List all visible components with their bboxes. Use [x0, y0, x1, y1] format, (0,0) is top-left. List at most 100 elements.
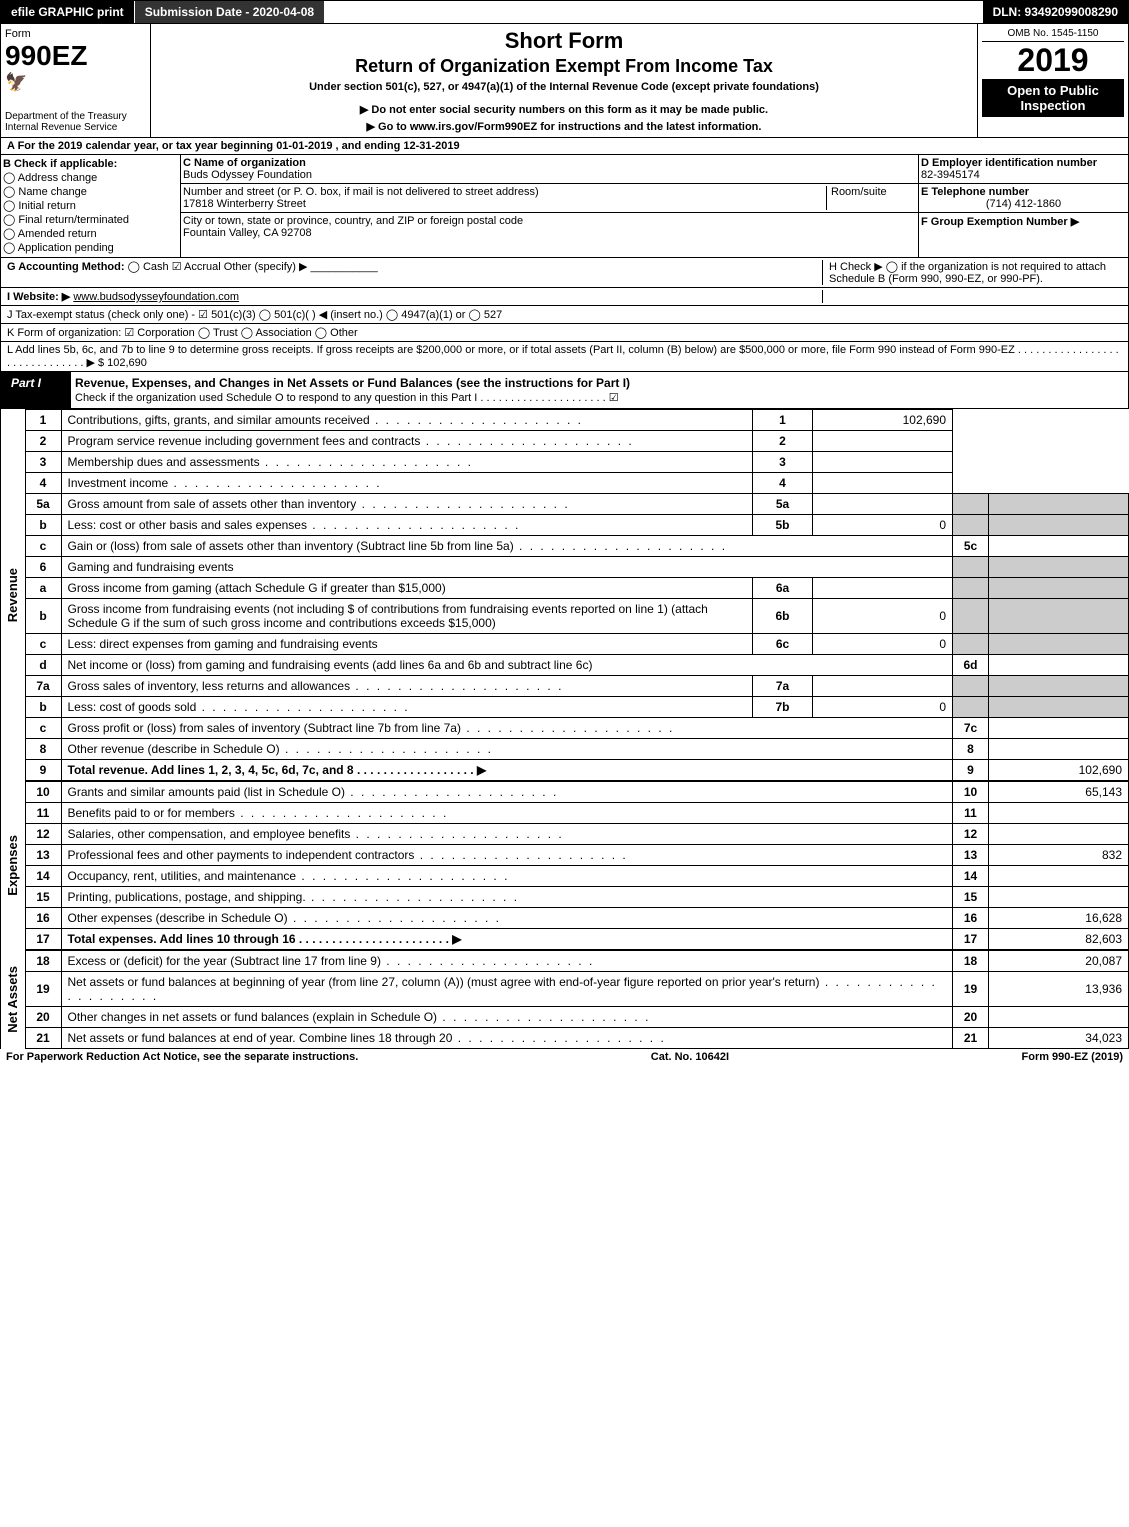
- netassets-table: 18Excess or (deficit) for the year (Subt…: [25, 950, 1129, 1049]
- period-line: A For the 2019 calendar year, or tax yea…: [0, 138, 1129, 155]
- org-name-row: C Name of organization Buds Odyssey Foun…: [181, 155, 918, 184]
- form-number: 990EZ: [5, 40, 146, 72]
- part-1-header: Part I Revenue, Expenses, and Changes in…: [0, 372, 1129, 409]
- netassets-section: Net Assets 18Excess or (deficit) for the…: [0, 950, 1129, 1049]
- org-name: Buds Odyssey Foundation: [183, 169, 312, 181]
- goto-link[interactable]: ▶ Go to www.irs.gov/Form990EZ for instru…: [155, 120, 973, 133]
- treasury-seal-icon: 🦅: [5, 72, 146, 93]
- ein-label: D Employer identification number: [921, 157, 1097, 169]
- line-7c: cGross profit or (loss) from sales of in…: [25, 718, 1129, 739]
- row-g-h: G Accounting Method: Cash Accrual Other …: [0, 258, 1129, 288]
- row-i: I Website: ▶ www.budsodysseyfoundation.c…: [0, 288, 1129, 306]
- title-short: Short Form: [155, 28, 973, 54]
- tax-year: 2019: [982, 42, 1124, 79]
- ein-value: 82-3945174: [921, 169, 980, 181]
- line-5b: bLess: cost or other basis and sales exp…: [25, 515, 1129, 536]
- line-17: 17Total expenses. Add lines 10 through 1…: [25, 929, 1129, 950]
- expenses-tab: Expenses: [1, 781, 25, 950]
- efile-print-button[interactable]: efile GRAPHIC print: [1, 1, 135, 23]
- expenses-section: Expenses 10Grants and similar amounts pa…: [0, 781, 1129, 950]
- netassets-tab: Net Assets: [1, 950, 25, 1049]
- revenue-table: 1Contributions, gifts, grants, and simil…: [25, 409, 1129, 781]
- line-6c: cLess: direct expenses from gaming and f…: [25, 634, 1129, 655]
- revenue-section: Revenue 1Contributions, gifts, grants, a…: [0, 409, 1129, 781]
- group-row: F Group Exemption Number ▶: [919, 213, 1128, 230]
- box-b: B Check if applicable: Address change Na…: [1, 155, 181, 257]
- website-link[interactable]: www.budsodysseyfoundation.com: [73, 291, 239, 303]
- chk-cash[interactable]: Cash: [128, 261, 169, 273]
- line-6: 6Gaming and fundraising events: [25, 557, 1129, 578]
- line-15: 15Printing, publications, postage, and s…: [25, 887, 1129, 908]
- line-18: 18Excess or (deficit) for the year (Subt…: [25, 951, 1129, 972]
- website-label: I Website: ▶: [7, 291, 70, 303]
- org-city-row: City or town, state or province, country…: [181, 213, 918, 241]
- line-1: 1Contributions, gifts, grants, and simil…: [25, 410, 1129, 431]
- cat-no: Cat. No. 10642I: [651, 1051, 729, 1063]
- spacer: [324, 1, 982, 23]
- period-text: A For the 2019 calendar year, or tax yea…: [7, 140, 460, 152]
- chk-name-change[interactable]: Name change: [3, 185, 178, 198]
- line-5c: cGain or (loss) from sale of assets othe…: [25, 536, 1129, 557]
- line-7b: bLess: cost of goods sold7b0: [25, 697, 1129, 718]
- chk-application-pending[interactable]: Application pending: [3, 241, 178, 254]
- title-under: Under section 501(c), 527, or 4947(a)(1)…: [155, 81, 973, 93]
- line-6a: aGross income from gaming (attach Schedu…: [25, 578, 1129, 599]
- room-suite: Room/suite: [826, 186, 916, 210]
- line-6b: bGross income from fundraising events (n…: [25, 599, 1129, 634]
- dept-treasury: Department of the Treasury: [5, 111, 146, 122]
- line-14: 14Occupancy, rent, utilities, and mainte…: [25, 866, 1129, 887]
- submission-date: Submission Date - 2020-04-08: [135, 1, 324, 23]
- part-1-title: Revenue, Expenses, and Changes in Net As…: [71, 372, 1128, 408]
- right-cell: OMB No. 1545-1150 2019 Open to Public In…: [978, 24, 1128, 137]
- top-bar: efile GRAPHIC print Submission Date - 20…: [0, 0, 1129, 24]
- line-19: 19Net assets or fund balances at beginni…: [25, 972, 1129, 1007]
- phone-value: (714) 412-1860: [921, 198, 1126, 210]
- line-20: 20Other changes in net assets or fund ba…: [25, 1007, 1129, 1028]
- box-c: C Name of organization Buds Odyssey Foun…: [181, 155, 918, 257]
- row-g: G Accounting Method: Cash Accrual Other …: [7, 260, 822, 285]
- box-d: D Employer identification number 82-3945…: [918, 155, 1128, 257]
- row-j: J Tax-exempt status (check only one) - ☑…: [0, 306, 1129, 324]
- line-7a: 7aGross sales of inventory, less returns…: [25, 676, 1129, 697]
- org-address: 17818 Winterberry Street: [183, 198, 306, 210]
- org-address-row: Number and street (or P. O. box, if mail…: [181, 184, 918, 213]
- part-1-subtitle: Check if the organization used Schedule …: [75, 392, 619, 404]
- line-8: 8Other revenue (describe in Schedule O)8: [25, 739, 1129, 760]
- title-main: Return of Organization Exempt From Incom…: [155, 56, 973, 77]
- line-10: 10Grants and similar amounts paid (list …: [25, 782, 1129, 803]
- chk-amended-return[interactable]: Amended return: [3, 227, 178, 240]
- dept-irs: Internal Revenue Service: [5, 122, 146, 133]
- phone-row: E Telephone number (714) 412-1860: [919, 184, 1128, 213]
- line-3: 3Membership dues and assessments3: [25, 452, 1129, 473]
- group-label: F Group Exemption Number ▶: [921, 216, 1079, 228]
- dln: DLN: 93492099008290: [983, 1, 1128, 23]
- line-11: 11Benefits paid to or for members11: [25, 803, 1129, 824]
- org-name-label: C Name of organization: [183, 157, 306, 169]
- line-12: 12Salaries, other compensation, and empl…: [25, 824, 1129, 845]
- line-4: 4Investment income4: [25, 473, 1129, 494]
- ssn-note: ▶ Do not enter social security numbers o…: [155, 103, 973, 116]
- line-2: 2Program service revenue including gover…: [25, 431, 1129, 452]
- chk-final-return[interactable]: Final return/terminated: [3, 213, 178, 226]
- paperwork-notice: For Paperwork Reduction Act Notice, see …: [6, 1051, 358, 1063]
- chk-accrual[interactable]: Accrual: [172, 261, 221, 273]
- form-header: Form 990EZ 🦅 Department of the Treasury …: [0, 24, 1129, 138]
- open-public: Open to Public Inspection: [982, 79, 1124, 117]
- title-cell: Short Form Return of Organization Exempt…: [151, 24, 978, 137]
- addr-label: Number and street (or P. O. box, if mail…: [183, 186, 539, 198]
- ein-row: D Employer identification number 82-3945…: [919, 155, 1128, 184]
- row-k: K Form of organization: ☑ Corporation ◯ …: [0, 324, 1129, 342]
- org-city: Fountain Valley, CA 92708: [183, 227, 312, 239]
- part-1-label: Part I: [1, 372, 71, 408]
- form-cell: Form 990EZ 🦅 Department of the Treasury …: [1, 24, 151, 137]
- line-9: 9Total revenue. Add lines 1, 2, 3, 4, 5c…: [25, 760, 1129, 781]
- org-info-block: B Check if applicable: Address change Na…: [0, 155, 1129, 258]
- form-label: Form: [5, 28, 146, 40]
- omb-number: OMB No. 1545-1150: [982, 28, 1124, 42]
- chk-initial-return[interactable]: Initial return: [3, 199, 178, 212]
- chk-address-change[interactable]: Address change: [3, 171, 178, 184]
- line-21: 21Net assets or fund balances at end of …: [25, 1028, 1129, 1049]
- line-13: 13Professional fees and other payments t…: [25, 845, 1129, 866]
- expenses-table: 10Grants and similar amounts paid (list …: [25, 781, 1129, 950]
- line-16: 16Other expenses (describe in Schedule O…: [25, 908, 1129, 929]
